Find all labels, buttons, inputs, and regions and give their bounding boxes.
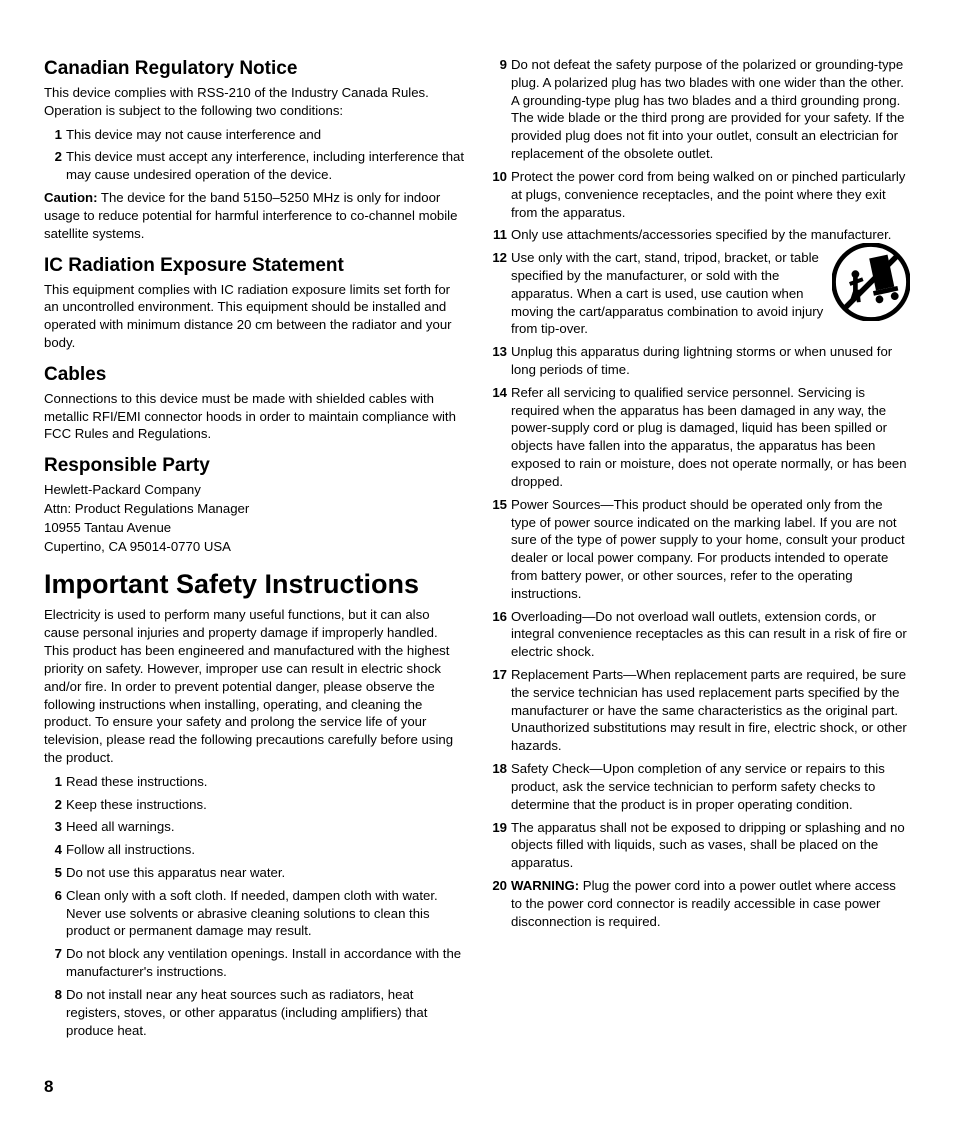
list-item: 14Refer all servicing to qualified servi… [489,384,910,491]
left-column: Canadian Regulatory Notice This device c… [44,56,465,1051]
list-text: Replacement Parts—When replacement parts… [511,667,907,753]
list-text: Do not block any ventilation openings. I… [66,946,461,979]
canadian-regulatory-section: Canadian Regulatory Notice This device c… [44,58,465,243]
list-item: 16Overloading—Do not overload wall outle… [489,608,910,661]
section-intro: This device complies with RSS-210 of the… [44,84,465,120]
main-heading: Important Safety Instructions [44,569,465,600]
safety-list-left: 1Read these instructions. 2Keep these in… [44,773,465,1040]
list-item: 10Protect the power cord from being walk… [489,168,910,221]
cart-tipover-icon [832,243,910,321]
list-text: Safety Check—Upon completion of any serv… [511,761,885,812]
conditions-list: 1This device may not cause interference … [44,126,465,184]
list-item: 8Do not install near any heat sources su… [44,986,465,1039]
list-text: Heed all warnings. [66,819,175,834]
list-item: 17Replacement Parts—When replacement par… [489,666,910,755]
list-text: Overloading—Do not overload wall outlets… [511,609,907,660]
section-heading: Cables [44,364,465,386]
list-item: 12 Use only with the cart, stand, tripod… [489,249,910,338]
section-heading: Responsible Party [44,455,465,477]
section-intro: Electricity is used to perform many usef… [44,606,465,766]
section-heading: IC Radiation Exposure Statement [44,255,465,277]
list-item: 9Do not defeat the safety purpose of the… [489,56,910,163]
address-line: Cupertino, CA 95014-0770 USA [44,538,465,556]
list-item: 6Clean only with a soft cloth. If needed… [44,887,465,940]
list-text: Only use attachments/accessories specifi… [511,227,891,242]
list-text: Follow all instructions. [66,842,195,857]
caution-label: Caution: [44,190,97,205]
warning-label: WARNING: [511,878,579,893]
caution-paragraph: Caution: The device for the band 5150–52… [44,189,465,242]
list-text: Do not use this apparatus near water. [66,865,285,880]
list-text: Do not install near any heat sources suc… [66,987,427,1038]
list-item: 5Do not use this apparatus near water. [44,864,465,882]
list-item: 19The apparatus shall not be exposed to … [489,819,910,872]
caution-text: The device for the band 5150–5250 MHz is… [44,190,457,241]
safety-list-right: 9Do not defeat the safety purpose of the… [489,56,910,930]
section-body: This equipment complies with IC radiatio… [44,281,465,352]
two-column-layout: Canadian Regulatory Notice This device c… [44,56,910,1051]
list-text: Do not defeat the safety purpose of the … [511,57,904,161]
list-item: 2Keep these instructions. [44,796,465,814]
list-item: 4Follow all instructions. [44,841,465,859]
list-item: 2This device must accept any interferenc… [44,148,465,184]
list-text: Keep these instructions. [66,797,207,812]
list-text: Power Sources—This product should be ope… [511,497,905,601]
address-line: Hewlett-Packard Company [44,481,465,499]
list-item: 1Read these instructions. [44,773,465,791]
list-item: 11Only use attachments/accessories speci… [489,226,910,244]
cables-section: Cables Connections to this device must b… [44,364,465,443]
address-line: 10955 Tantau Avenue [44,519,465,537]
list-item: 18Safety Check—Upon completion of any se… [489,760,910,813]
list-text: Unplug this apparatus during lightning s… [511,344,892,377]
list-item: 15Power Sources—This product should be o… [489,496,910,603]
section-heading: Canadian Regulatory Notice [44,58,465,80]
address-line: Attn: Product Regulations Manager [44,500,465,518]
section-body: Connections to this device must be made … [44,390,465,443]
list-text: Protect the power cord from being walked… [511,169,905,220]
list-text: Refer all servicing to qualified service… [511,385,907,489]
list-text: The apparatus shall not be exposed to dr… [511,820,905,871]
list-text: This device may not cause interference a… [66,127,321,142]
list-item: 1This device may not cause interference … [44,126,465,144]
list-item: 13Unplug this apparatus during lightning… [489,343,910,379]
responsible-party-section: Responsible Party Hewlett-Packard Compan… [44,455,465,555]
list-text: Read these instructions. [66,774,207,789]
right-column: 9Do not defeat the safety purpose of the… [489,56,910,1051]
list-text: Use only with the cart, stand, tripod, b… [511,249,824,338]
safety-instructions-section: Important Safety Instructions Electricit… [44,569,465,1039]
list-item: 3Heed all warnings. [44,818,465,836]
list-text: Clean only with a soft cloth. If needed,… [66,888,438,939]
list-text: This device must accept any interference… [66,149,464,182]
list-item: 20WARNING: Plug the power cord into a po… [489,877,910,930]
ic-radiation-section: IC Radiation Exposure Statement This equ… [44,255,465,352]
page-number: 8 [44,1077,53,1097]
cart-warning-row: Use only with the cart, stand, tripod, b… [511,249,910,338]
list-item: 7Do not block any ventilation openings. … [44,945,465,981]
